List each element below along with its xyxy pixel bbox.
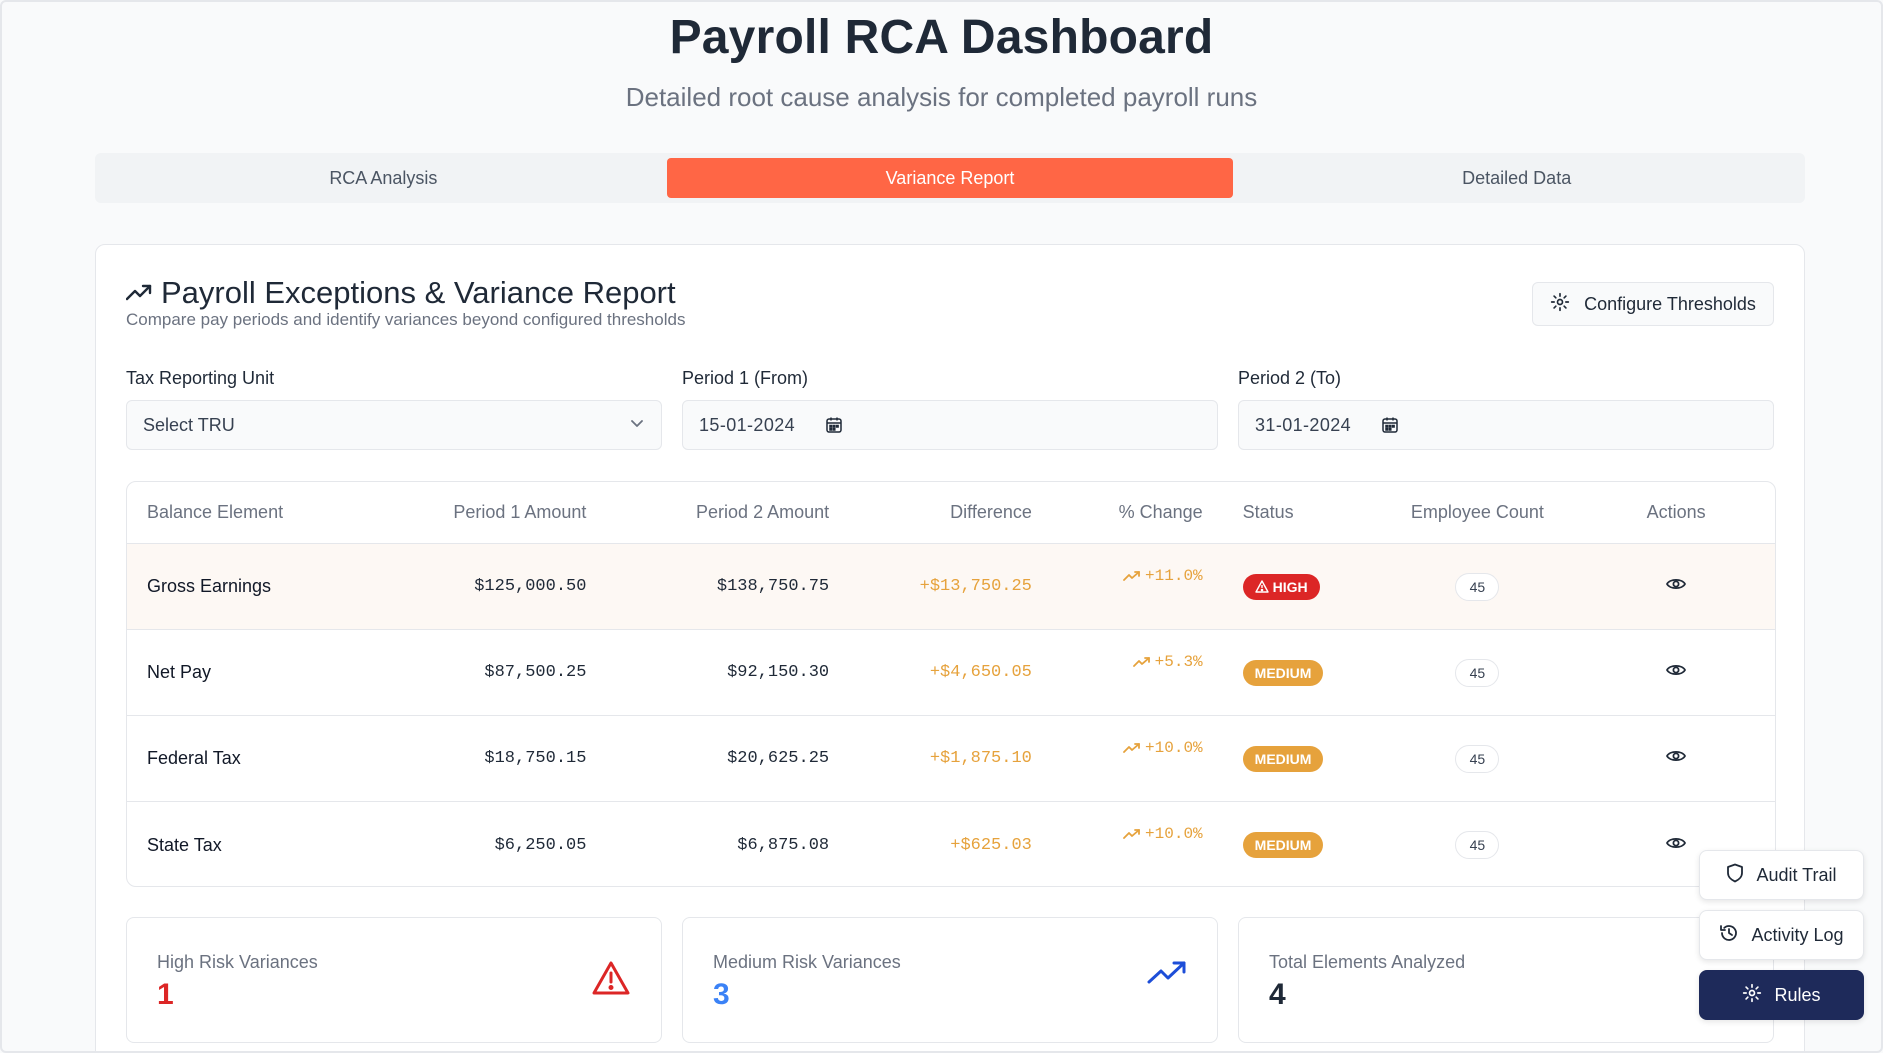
stat-value: 3 bbox=[713, 978, 730, 1011]
employee-count: 45 bbox=[1455, 572, 1500, 601]
variance-table: Balance Element Period 1 Amount Period 2… bbox=[126, 481, 1776, 887]
difference: +$13,750.25 bbox=[919, 577, 1032, 596]
audit-trail-button[interactable]: Audit Trail bbox=[1699, 850, 1864, 900]
table-row: Net Pay $87,500.25 $92,150.30 +$4,650.05… bbox=[127, 630, 1775, 716]
period2-amount: $6,875.08 bbox=[737, 835, 830, 855]
tab-variance-report[interactable]: Variance Report bbox=[666, 158, 1234, 198]
chevron-down-icon bbox=[629, 415, 645, 436]
variance-report-card: Payroll Exceptions & Variance Report Com… bbox=[95, 244, 1805, 1051]
column-header: Actions bbox=[1646, 502, 1706, 522]
gear-icon bbox=[1742, 983, 1762, 1008]
stat-label: Medium Risk Variances bbox=[713, 952, 901, 972]
period2-amount: $20,625.25 bbox=[727, 749, 830, 768]
status-badge: HIGH bbox=[1242, 573, 1320, 600]
period1-amount: $125,000.50 bbox=[474, 577, 587, 596]
difference: +$4,650.05 bbox=[929, 663, 1032, 682]
audit-trail-label: Audit Trail bbox=[1756, 864, 1837, 885]
period1-amount: $18,750.15 bbox=[484, 749, 587, 768]
period1-amount: $6,250.05 bbox=[494, 835, 587, 855]
stat-card-high-risk: High Risk Variances 1 bbox=[126, 917, 662, 1043]
trending-up-icon bbox=[1123, 570, 1140, 581]
tab-bar: RCA Analysis Variance Report Detailed Da… bbox=[95, 153, 1805, 203]
column-header: Status bbox=[1242, 502, 1294, 522]
period2-date-field[interactable]: 31-01-2024 bbox=[1238, 400, 1774, 450]
rules-button[interactable]: Rules bbox=[1699, 970, 1864, 1020]
stat-value: 4 bbox=[1269, 978, 1286, 1011]
balance-element: Federal Tax bbox=[147, 748, 241, 768]
status-badge: MEDIUM bbox=[1242, 832, 1324, 858]
column-header: Balance Element bbox=[147, 502, 284, 522]
period2-amount: $138,750.75 bbox=[716, 577, 830, 596]
tab-detailed-data[interactable]: Detailed Data bbox=[1462, 167, 1572, 188]
tru-select-value: Select TRU bbox=[143, 414, 235, 435]
balance-element: State Tax bbox=[147, 834, 222, 855]
table-row: State Tax $6,250.05 $6,875.08 +$625.03 +… bbox=[127, 802, 1775, 886]
stat-card-total-elements: Total Elements Analyzed 4 bbox=[1238, 917, 1774, 1043]
period1-date-value: 15-01-2024 bbox=[699, 414, 796, 435]
period1-date-field[interactable]: 15-01-2024 bbox=[682, 400, 1218, 450]
page-subtitle: Detailed root cause analysis for complet… bbox=[625, 82, 1258, 112]
view-eye-icon[interactable] bbox=[1666, 836, 1687, 850]
percent-change: +10.0% bbox=[1123, 739, 1203, 757]
percent-change: +10.0% bbox=[1123, 825, 1203, 843]
trending-up-icon bbox=[125, 283, 152, 308]
table-row: Federal Tax $18,750.15 $20,625.25 +$1,87… bbox=[127, 716, 1775, 802]
page-title: Payroll RCA Dashboard bbox=[669, 11, 1214, 64]
tab-rca-analysis[interactable]: RCA Analysis bbox=[329, 167, 438, 188]
shield-icon bbox=[1726, 863, 1744, 888]
calendar-icon[interactable] bbox=[825, 416, 843, 434]
percent-change: +11.0% bbox=[1123, 567, 1203, 585]
column-header: Difference bbox=[950, 502, 1032, 522]
rules-label: Rules bbox=[1774, 984, 1821, 1005]
view-eye-icon[interactable] bbox=[1666, 577, 1687, 591]
activity-log-label: Activity Log bbox=[1751, 924, 1844, 945]
calendar-icon[interactable] bbox=[1381, 416, 1399, 434]
column-header: Period 1 Amount bbox=[453, 502, 587, 522]
tru-select[interactable]: Select TRU bbox=[126, 400, 662, 450]
period2-date-value: 31-01-2024 bbox=[1255, 414, 1352, 435]
status-badge: MEDIUM bbox=[1242, 659, 1324, 686]
report-description: Compare pay periods and identify varianc… bbox=[126, 310, 686, 329]
view-eye-icon[interactable] bbox=[1666, 749, 1687, 763]
status-badge: MEDIUM bbox=[1242, 745, 1324, 772]
trending-up-icon bbox=[1132, 656, 1150, 667]
balance-element: Net Pay bbox=[147, 662, 212, 682]
stat-card-medium-risk: Medium Risk Variances 3 bbox=[682, 917, 1218, 1043]
trending-up-icon bbox=[1123, 829, 1140, 839]
activity-log-button[interactable]: Activity Log bbox=[1699, 910, 1864, 960]
trending-up-icon bbox=[1147, 960, 1187, 991]
balance-element: Gross Earnings bbox=[147, 576, 272, 596]
trending-up-icon bbox=[1123, 742, 1140, 753]
employee-count: 45 bbox=[1455, 658, 1500, 687]
column-header: Employee Count bbox=[1410, 502, 1544, 522]
table-header-row: Balance Element Period 1 Amount Period 2… bbox=[127, 482, 1775, 544]
period2-label: Period 2 (To) bbox=[1238, 368, 1342, 388]
gear-icon bbox=[1550, 292, 1570, 317]
configure-thresholds-label: Configure Thresholds bbox=[1584, 293, 1756, 314]
employee-count: 45 bbox=[1455, 831, 1500, 859]
table-row: Gross Earnings $125,000.50 $138,750.75 +… bbox=[127, 544, 1775, 630]
period2-amount: $92,150.30 bbox=[727, 663, 830, 682]
history-icon bbox=[1719, 923, 1739, 948]
period1-label: Period 1 (From) bbox=[682, 368, 809, 388]
configure-thresholds-button[interactable]: Configure Thresholds bbox=[1532, 282, 1774, 326]
percent-change: +5.3% bbox=[1132, 653, 1203, 671]
stat-value: 1 bbox=[157, 978, 174, 1011]
tru-label: Tax Reporting Unit bbox=[126, 368, 275, 388]
column-header: % Change bbox=[1118, 502, 1203, 522]
column-header: Period 2 Amount bbox=[696, 502, 830, 522]
difference: +$1,875.10 bbox=[929, 749, 1032, 768]
stat-label: High Risk Variances bbox=[157, 952, 318, 972]
view-eye-icon[interactable] bbox=[1666, 663, 1687, 677]
period1-amount: $87,500.25 bbox=[484, 663, 587, 682]
stat-label: Total Elements Analyzed bbox=[1269, 952, 1466, 972]
employee-count: 45 bbox=[1455, 744, 1500, 773]
difference: +$625.03 bbox=[950, 835, 1032, 855]
warning-triangle-icon bbox=[1254, 580, 1269, 593]
warning-triangle-icon bbox=[591, 960, 631, 1001]
report-title: Payroll Exceptions & Variance Report bbox=[161, 275, 676, 310]
